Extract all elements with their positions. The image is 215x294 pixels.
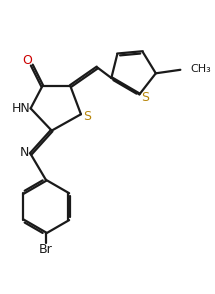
Text: O: O: [23, 54, 32, 67]
Text: HN: HN: [11, 102, 30, 115]
Text: S: S: [83, 110, 92, 123]
Text: S: S: [141, 91, 149, 104]
Text: N: N: [20, 146, 29, 159]
Text: CH₃: CH₃: [190, 64, 211, 74]
Text: Br: Br: [39, 243, 53, 256]
